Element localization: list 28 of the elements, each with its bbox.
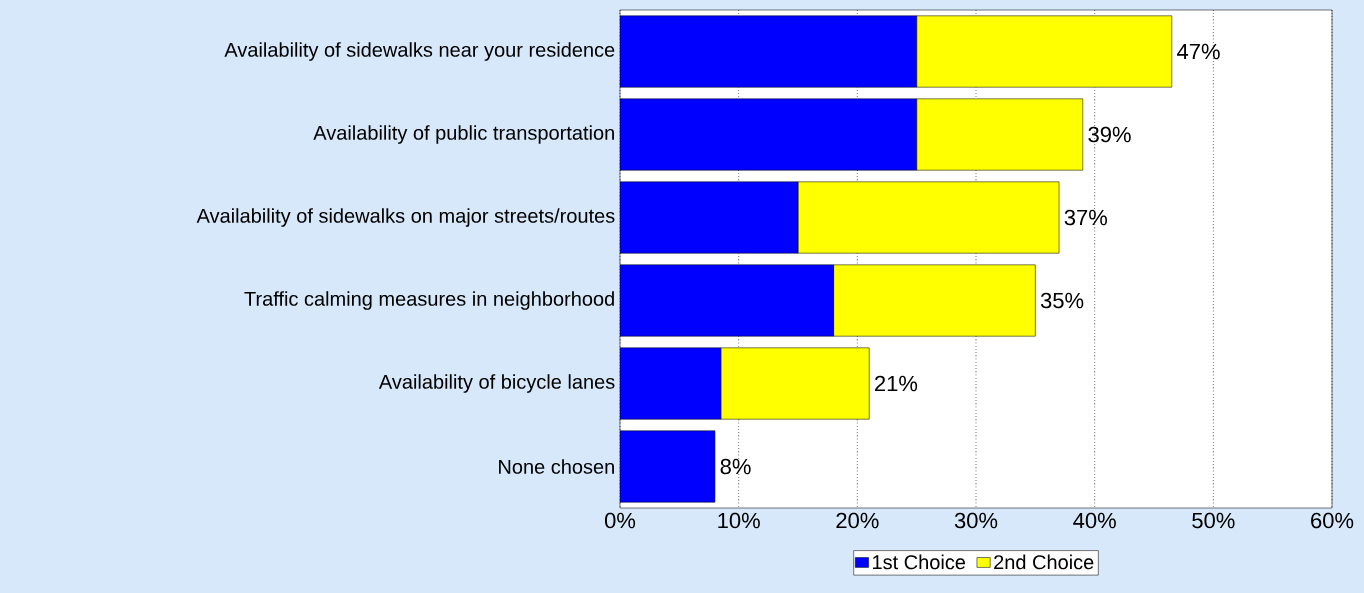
total-label: 37% — [1064, 209, 1108, 226]
x-tick-label: 0% — [604, 512, 636, 529]
y-tick-label: Availability of public transportation — [313, 125, 614, 144]
bar — [620, 347, 722, 420]
total-label: 39% — [1088, 126, 1131, 143]
bar — [620, 15, 917, 88]
x-tick-label: 50% — [1192, 512, 1235, 529]
x-tick-label: 30% — [954, 512, 998, 529]
y-tick-label: None chosen — [499, 459, 614, 474]
x-tick-label: 60% — [1311, 512, 1354, 529]
x-tick-label: 10% — [718, 512, 760, 529]
bar — [620, 98, 917, 171]
y-tick-label: Traffic calming measures in neighborhood — [244, 291, 614, 310]
legend-label: 2nd Choice — [994, 554, 1094, 570]
total-label: 21% — [875, 375, 918, 392]
bar — [620, 181, 799, 254]
bar — [620, 264, 834, 337]
legend-label: 1st Choice — [873, 554, 966, 570]
total-label: 8% — [720, 458, 751, 475]
x-tick-label: 20% — [836, 512, 879, 529]
bar — [620, 430, 716, 503]
total-label: 35% — [1040, 292, 1084, 309]
y-tick-label: Availability of sidewalks on major streets/routes — [196, 208, 615, 227]
bar — [720, 347, 870, 420]
x-tick-label: 40% — [1073, 512, 1116, 529]
y-tick-label: Availability of bicycle lanes — [378, 374, 615, 393]
y-tick-label: Availability of sidewalks near your residence — [224, 42, 615, 61]
total-label: 47% — [1177, 43, 1220, 60]
